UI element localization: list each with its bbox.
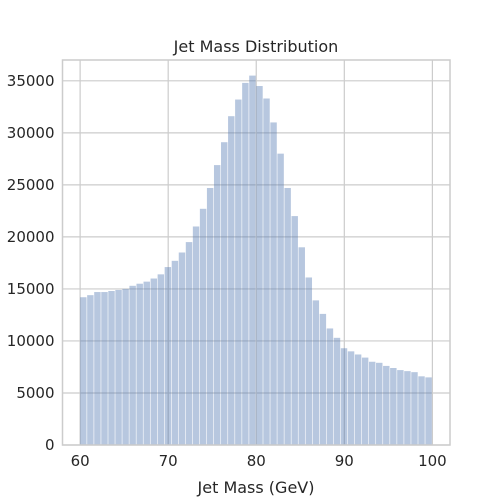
histogram-bar (178, 252, 186, 445)
histogram-bar (404, 371, 411, 445)
histogram-bar (108, 291, 115, 445)
x-axis-label: Jet Mass (GeV) (197, 478, 315, 497)
histogram-bar (87, 295, 94, 445)
histogram-bar (129, 285, 136, 445)
y-tick-label: 35000 (7, 72, 55, 90)
histogram-bar (122, 288, 129, 445)
histogram-bar (368, 361, 376, 445)
histogram-bar (199, 208, 207, 445)
histogram-bar (143, 281, 150, 445)
x-tick-label: 60 (71, 452, 90, 470)
histogram-bar (157, 274, 165, 445)
histogram-bar (115, 289, 122, 445)
histogram-bar (249, 75, 256, 446)
plot-frame (61, 59, 451, 446)
y-tick-label: 0 (45, 436, 55, 454)
histogram-bar (277, 153, 284, 445)
histogram-bar (213, 165, 221, 445)
histogram-bar (312, 300, 320, 445)
histogram-bar (418, 376, 425, 445)
y-tick-label: 25000 (7, 176, 55, 194)
histogram-bar (333, 337, 341, 445)
histogram-bar (136, 283, 143, 445)
chart-title: Jet Mass Distribution (173, 37, 339, 56)
histogram-bar (425, 377, 432, 445)
histogram-bar (383, 365, 390, 445)
histogram-bar (228, 116, 235, 446)
y-tick-label: 10000 (7, 332, 55, 350)
histogram-bar (361, 357, 369, 445)
grid (62, 60, 450, 446)
histogram-bar (256, 86, 263, 445)
y-tick-label: 5000 (16, 384, 54, 402)
histogram-bar (101, 292, 108, 445)
histogram-bar (263, 98, 270, 445)
histogram-bar (192, 226, 200, 445)
histogram-bar (221, 142, 228, 445)
histogram-bar (340, 348, 348, 445)
histogram-bar (354, 354, 362, 445)
histogram-bar (411, 372, 418, 445)
tick-labels: 0 5000 10000 15000 20000 25000 30000 35000 60 70 8… (7, 72, 447, 470)
histogram-bar (376, 362, 383, 445)
histogram-bar (305, 277, 313, 445)
y-tick-label: 20000 (7, 228, 55, 246)
histogram-bar (206, 187, 214, 445)
x-tick-label: 70 (159, 452, 178, 470)
histogram-bar (397, 370, 404, 445)
histogram-bar (150, 278, 158, 445)
histogram-bar (185, 242, 193, 445)
histogram-bar (80, 297, 87, 445)
y-tick-label: 30000 (7, 124, 55, 142)
histogram-bar (291, 216, 298, 445)
histogram-bar (242, 82, 249, 445)
histogram-bar (235, 99, 242, 446)
histogram-bar (347, 351, 355, 445)
histogram-bar (298, 247, 305, 445)
histogram-bar (319, 313, 327, 445)
y-tick-label: 15000 (7, 280, 55, 298)
x-tick-label: 80 (247, 452, 266, 470)
x-tick-label: 90 (335, 452, 354, 470)
histogram-bar (94, 292, 101, 445)
bars (80, 75, 432, 446)
histogram-bar (164, 267, 172, 445)
histogram-bar (284, 187, 291, 445)
histogram-bar (270, 122, 277, 445)
x-tick-label: 100 (418, 452, 447, 470)
histogram-bar (171, 260, 179, 445)
histogram-bar (390, 368, 397, 445)
histogram-bar (326, 328, 334, 445)
